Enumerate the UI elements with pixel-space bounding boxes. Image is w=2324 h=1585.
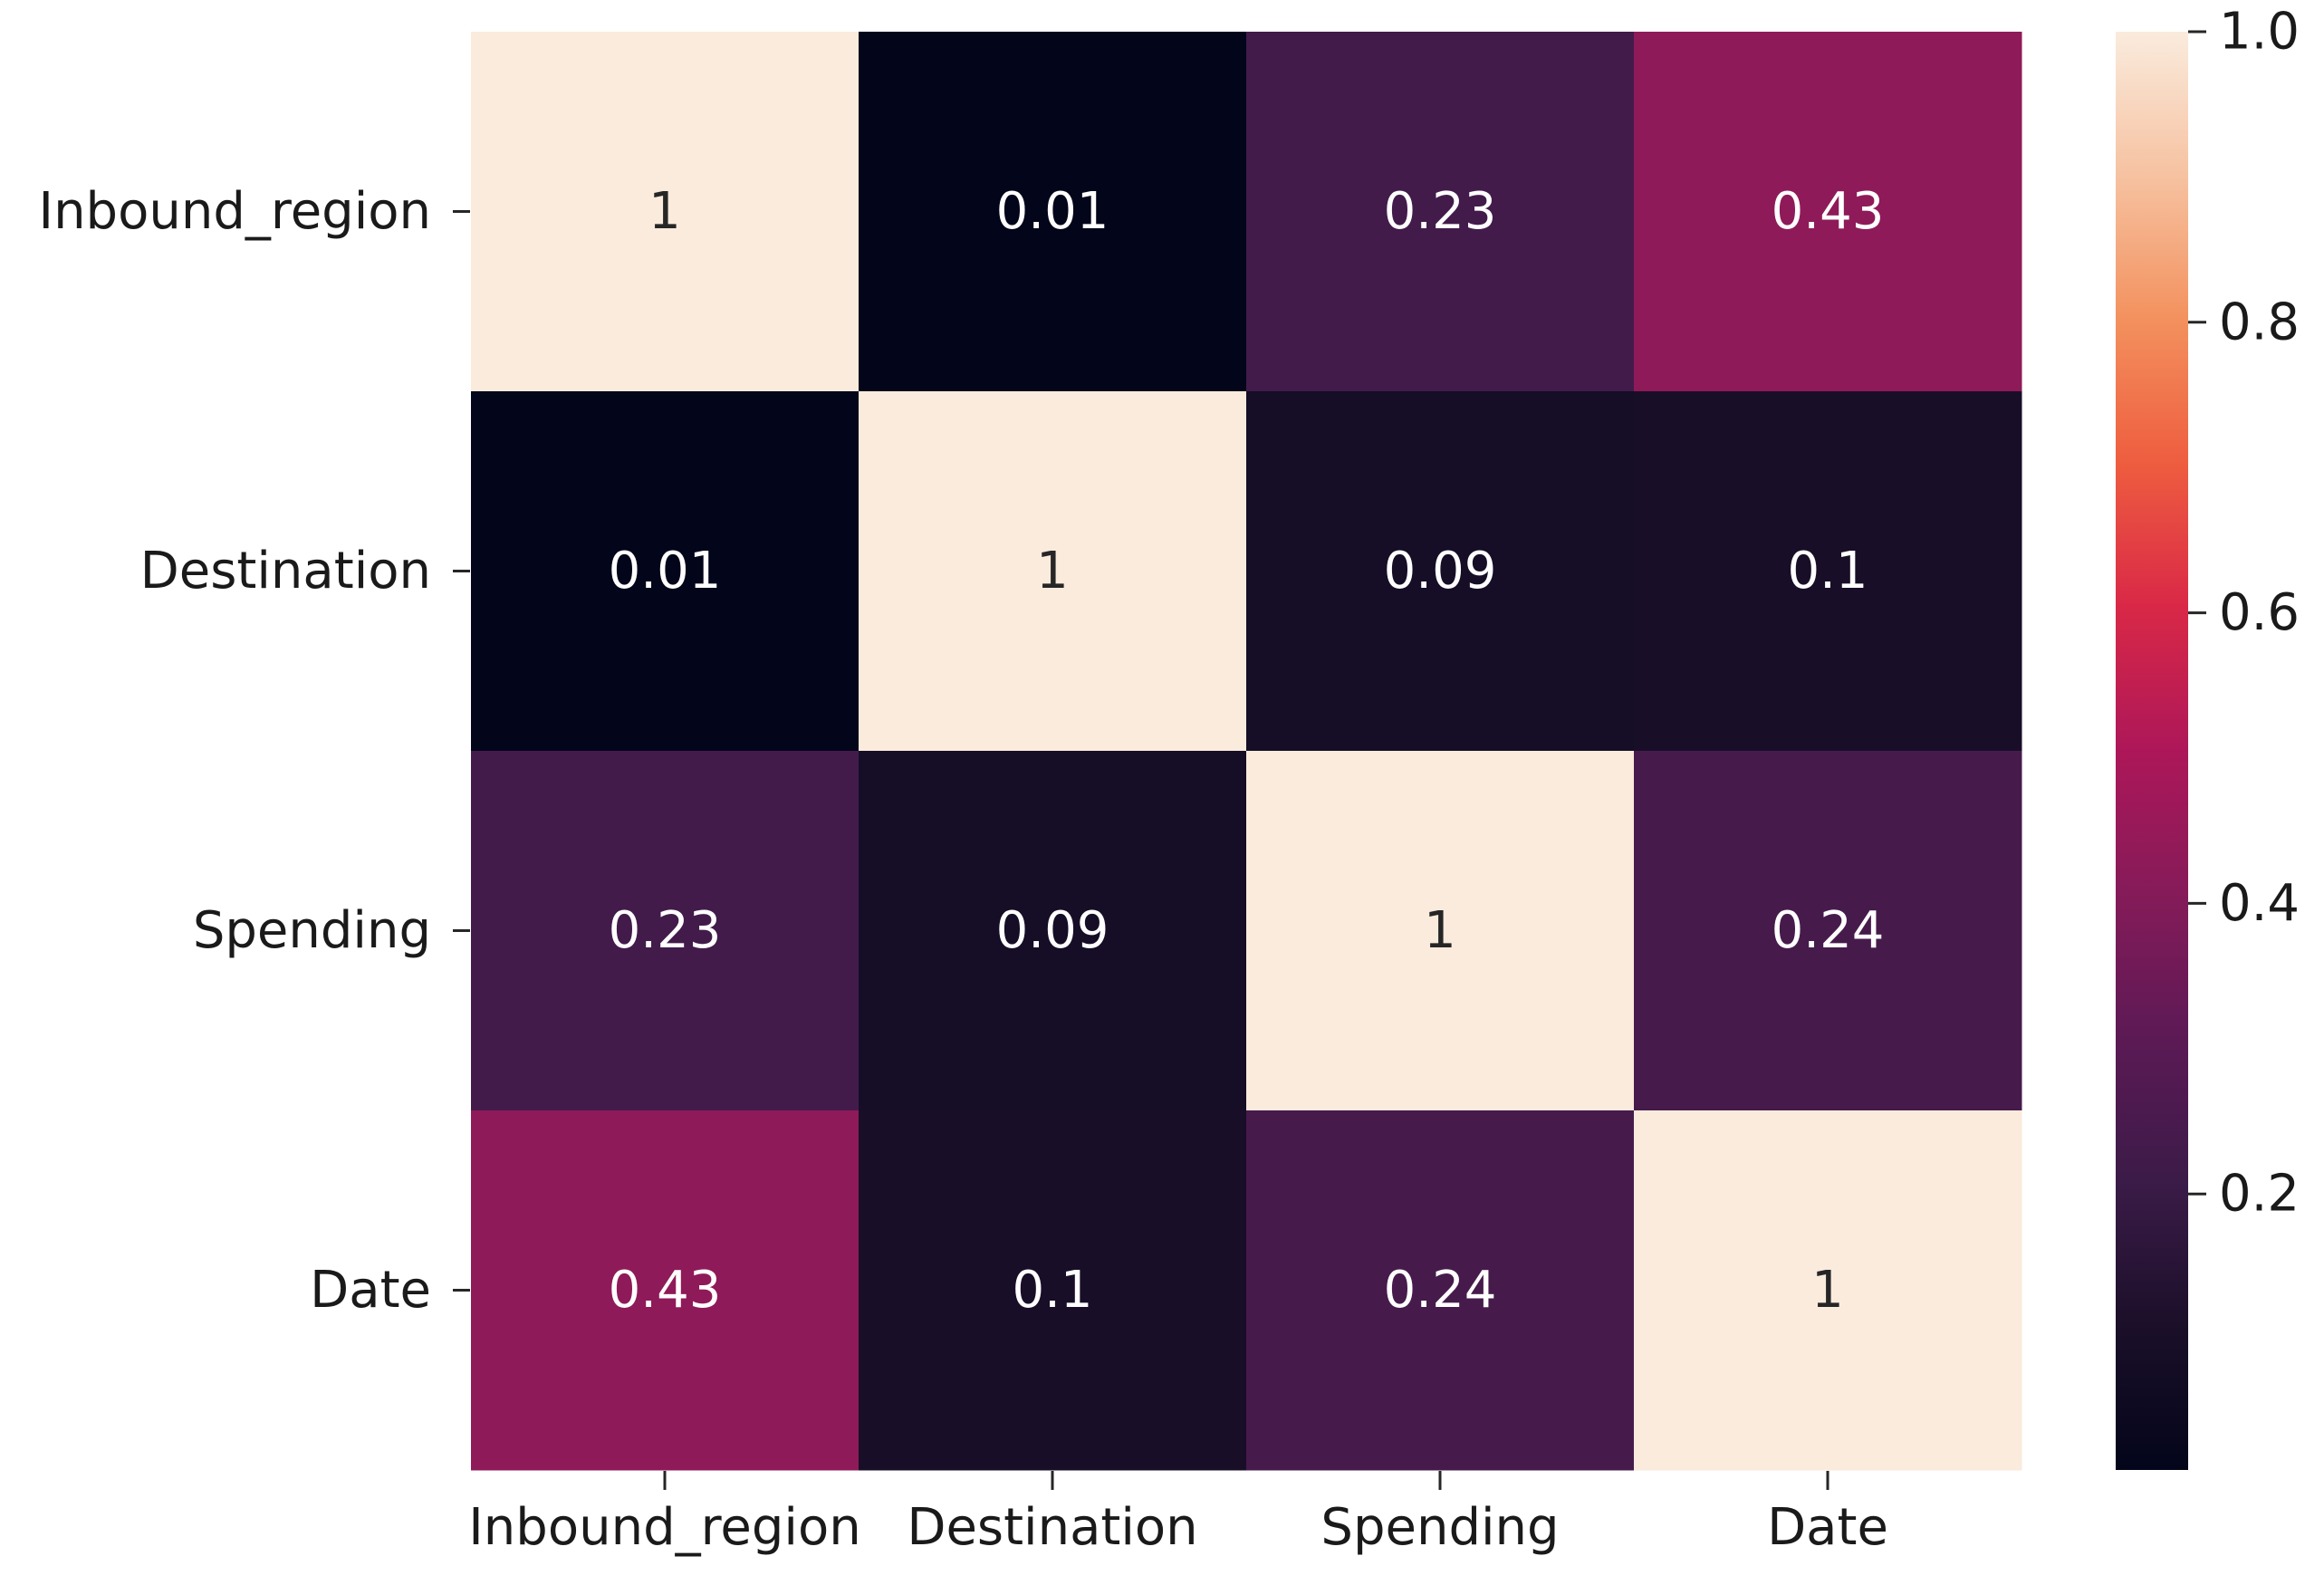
y-tick-label: Inbound_region xyxy=(39,182,431,241)
cell-value-label: 0.23 xyxy=(609,901,722,960)
heatmap-cell xyxy=(1246,391,1635,752)
cell-value-label: 0.09 xyxy=(1384,542,1497,600)
y-tick-label: Destination xyxy=(140,542,431,600)
heatmap-cells: 1 0.01 0.23 0.43 0.01 1 0.09 0.1 0.23 0.09 1 0.24 0.… xyxy=(471,32,2022,1471)
cell-value-label: 0.01 xyxy=(996,182,1109,241)
heatmap-cell xyxy=(471,751,859,1111)
colorbar-tick-label: 0.4 xyxy=(2219,874,2300,933)
y-tick-label: Spending xyxy=(193,901,431,960)
x-tick-label: Destination xyxy=(907,1498,1197,1557)
cell-value-label: 0.43 xyxy=(1772,182,1885,241)
heatmap-cell xyxy=(1246,751,1635,1111)
cell-value-label: 1 xyxy=(1424,901,1456,960)
heatmap-cell xyxy=(1246,32,1635,392)
heatmap-cell xyxy=(1634,751,2022,1111)
axis-ticks: Inbound_region Destination Spending Date Inb… xyxy=(39,182,1888,1557)
heatmap-cell xyxy=(471,1110,859,1471)
cell-value-label: 0.24 xyxy=(1772,901,1885,960)
heatmap-cell xyxy=(859,1110,1247,1471)
heatmap-cell xyxy=(1246,1110,1635,1471)
heatmap-cell xyxy=(1634,391,2022,752)
colorbar-tick-label: 0.6 xyxy=(2219,583,2300,642)
cell-value-label: 0.24 xyxy=(1384,1261,1497,1320)
x-tick-label: Date xyxy=(1767,1498,1888,1557)
cell-value-label: 0.09 xyxy=(996,901,1109,960)
x-tick-label: Inbound_region xyxy=(468,1498,860,1557)
colorbar-tick-label: 0.8 xyxy=(2219,293,2300,351)
cell-value-label: 0.1 xyxy=(1787,542,1868,600)
cell-value-label: 1 xyxy=(1036,542,1069,600)
heatmap-cell xyxy=(1634,32,2022,392)
colorbar-tick-label: 1.0 xyxy=(2219,3,2300,62)
heatmap-cell xyxy=(859,751,1247,1111)
x-tick-label: Spending xyxy=(1320,1498,1559,1557)
colorbar-gradient xyxy=(2116,32,2188,1470)
heatmap-cell xyxy=(471,32,859,392)
colorbar-tick-label: 0.2 xyxy=(2219,1165,2300,1224)
cell-value-label: 0.01 xyxy=(609,542,722,600)
heatmap-cell xyxy=(471,391,859,752)
cell-value-label: 0.43 xyxy=(609,1261,722,1320)
colorbar: 0.2 0.4 0.6 0.8 1.0 xyxy=(2116,3,2300,1470)
cell-value-label: 0.1 xyxy=(1012,1261,1092,1320)
heatmap-cell xyxy=(859,391,1247,752)
cell-value-label: 0.23 xyxy=(1384,182,1497,241)
heatmap-cell xyxy=(1634,1110,2022,1471)
heatmap-cell xyxy=(859,32,1247,392)
cell-value-label: 1 xyxy=(1811,1261,1844,1320)
y-tick-label: Date xyxy=(310,1261,431,1320)
cell-value-label: 1 xyxy=(648,182,681,241)
